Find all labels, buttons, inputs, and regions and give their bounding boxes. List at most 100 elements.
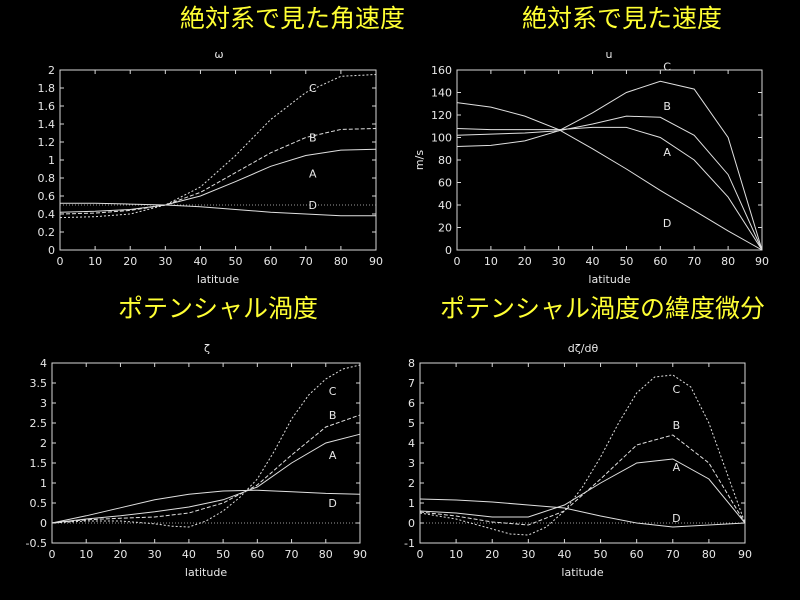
plot-frame bbox=[59, 69, 377, 251]
x-tick-label: 80 bbox=[721, 255, 735, 268]
y-tick-label: 3 bbox=[40, 397, 47, 410]
series-label-a: A bbox=[673, 461, 681, 474]
x-tick-label: 40 bbox=[557, 548, 571, 561]
y-tick-label: 80 bbox=[438, 154, 452, 167]
series-line-b bbox=[59, 128, 377, 215]
y-tick-label: 1 bbox=[408, 497, 415, 510]
y-tick-label: 100 bbox=[431, 132, 452, 145]
x-tick-label: 50 bbox=[619, 255, 633, 268]
y-tick-label: 1 bbox=[48, 154, 55, 167]
series-line-c bbox=[59, 74, 377, 219]
chart-omega: ω 0 10 20 30 40 50 60 70 80 90 0 0.2 0.4 0.6 0.8 1 1.2 1.4… bbox=[38, 48, 384, 286]
y-tick-label: 7 bbox=[408, 377, 415, 390]
series-line-c bbox=[419, 374, 746, 536]
y-tick-label: 5 bbox=[408, 417, 415, 430]
y-tick-label: 0.4 bbox=[38, 208, 56, 221]
y-tick-label: 0 bbox=[408, 517, 415, 530]
y-tick-label: 20 bbox=[438, 222, 452, 235]
x-tick-label: 0 bbox=[417, 548, 424, 561]
y-tick-label: -1 bbox=[404, 537, 415, 550]
series-line-d bbox=[419, 498, 746, 528]
x-tick-label: 10 bbox=[88, 255, 102, 268]
x-tick-label: 60 bbox=[653, 255, 667, 268]
y-tick-label: 1.8 bbox=[38, 82, 56, 95]
y-tick-label: 0.2 bbox=[38, 226, 56, 239]
y-tick-label: 3.5 bbox=[30, 377, 48, 390]
series-label-d: D bbox=[663, 217, 671, 230]
x-tick-label: 0 bbox=[49, 548, 56, 561]
x-tick-label: 50 bbox=[594, 548, 608, 561]
chart-title: dζ/dθ bbox=[568, 342, 599, 355]
heading-velocity: 絶対系で見た速度 bbox=[522, 4, 723, 33]
y-tick-label: 0.6 bbox=[38, 190, 56, 203]
y-tick-label: 4 bbox=[40, 357, 47, 370]
x-tick-label: 80 bbox=[319, 548, 333, 561]
x-tick-label: 60 bbox=[630, 548, 644, 561]
y-tick-label: 1.5 bbox=[30, 457, 48, 470]
plot-frame bbox=[51, 362, 361, 544]
x-tick-label: 20 bbox=[113, 548, 127, 561]
plot-frame bbox=[456, 69, 763, 251]
y-tick-label: 0.5 bbox=[30, 497, 48, 510]
chart-dzeta: dζ/dθ0 10 20 30 40 50 60 70 80 90-1012345678latit… bbox=[404, 342, 752, 579]
series-line-b bbox=[51, 414, 361, 524]
y-tick-label: 0 bbox=[445, 244, 452, 257]
y-tick-label: 1.2 bbox=[38, 136, 56, 149]
x-axis-label: latitude bbox=[197, 273, 239, 286]
y-tick-label: 0 bbox=[40, 517, 47, 530]
heading-pv-latitude-derivative: ポテンシャル渦度の緯度微分 bbox=[440, 294, 766, 323]
series-line-a bbox=[51, 433, 361, 524]
y-tick-label: 6 bbox=[408, 397, 415, 410]
series-label-a: A bbox=[329, 449, 337, 462]
x-tick-label: 40 bbox=[182, 548, 196, 561]
x-tick-label: 30 bbox=[521, 548, 535, 561]
x-tick-label: 40 bbox=[586, 255, 600, 268]
y-tick-label: 1.6 bbox=[38, 100, 56, 113]
x-tick-label: 50 bbox=[216, 548, 230, 561]
series-label-b: B bbox=[673, 419, 681, 432]
series-label-c: C bbox=[309, 82, 317, 95]
y-tick-label: 2 bbox=[408, 477, 415, 490]
x-tick-label: 90 bbox=[738, 548, 752, 561]
x-tick-label: 90 bbox=[369, 255, 383, 268]
x-tick-label: 90 bbox=[755, 255, 769, 268]
chart-title: ω bbox=[214, 48, 223, 61]
series-line-d bbox=[456, 102, 763, 251]
plot-frame bbox=[419, 362, 746, 544]
x-axis-label: latitude bbox=[185, 566, 227, 579]
x-tick-label: 0 bbox=[454, 255, 461, 268]
y-tick-label: 2 bbox=[40, 437, 47, 450]
series-label-a: A bbox=[309, 168, 317, 181]
y-tick-label: 1 bbox=[40, 477, 47, 490]
chart-zeta: ζ0 10 20 30 40 50 60 70 80 90-0.500.511.522.533.5… bbox=[26, 342, 367, 579]
chart-title: ζ bbox=[204, 342, 210, 355]
y-tick-label: 60 bbox=[438, 177, 452, 190]
series-label-d: D bbox=[328, 497, 336, 510]
x-tick-label: 60 bbox=[264, 255, 278, 268]
series-label-d: D bbox=[309, 199, 317, 212]
x-tick-label: 20 bbox=[485, 548, 499, 561]
x-tick-label: 40 bbox=[193, 255, 207, 268]
x-tick-label: 70 bbox=[666, 548, 680, 561]
y-tick-label: 120 bbox=[431, 109, 452, 122]
chart-u: u 0 10 20 30 40 50 60 70 80 90 0 20 40 60 80 100 120 140 16… bbox=[413, 48, 769, 286]
x-tick-label: 80 bbox=[702, 548, 716, 561]
series-line-d bbox=[51, 489, 361, 524]
series-line-a bbox=[419, 458, 746, 524]
x-tick-label: 0 bbox=[57, 255, 64, 268]
series-label-b: B bbox=[329, 409, 337, 422]
y-tick-label: 0.8 bbox=[38, 172, 56, 185]
series-line-c bbox=[51, 364, 361, 528]
series-label-c: C bbox=[329, 385, 337, 398]
y-tick-label: 3 bbox=[408, 457, 415, 470]
y-tick-label: 2 bbox=[48, 64, 55, 77]
series-label-d: D bbox=[672, 512, 680, 525]
y-tick-label: 1.4 bbox=[38, 118, 56, 131]
x-tick-label: 30 bbox=[158, 255, 172, 268]
series-label-c: C bbox=[663, 61, 671, 74]
chart-title: u bbox=[606, 48, 613, 61]
x-tick-label: 10 bbox=[449, 548, 463, 561]
series-line-c bbox=[456, 80, 763, 251]
x-tick-label: 20 bbox=[123, 255, 137, 268]
